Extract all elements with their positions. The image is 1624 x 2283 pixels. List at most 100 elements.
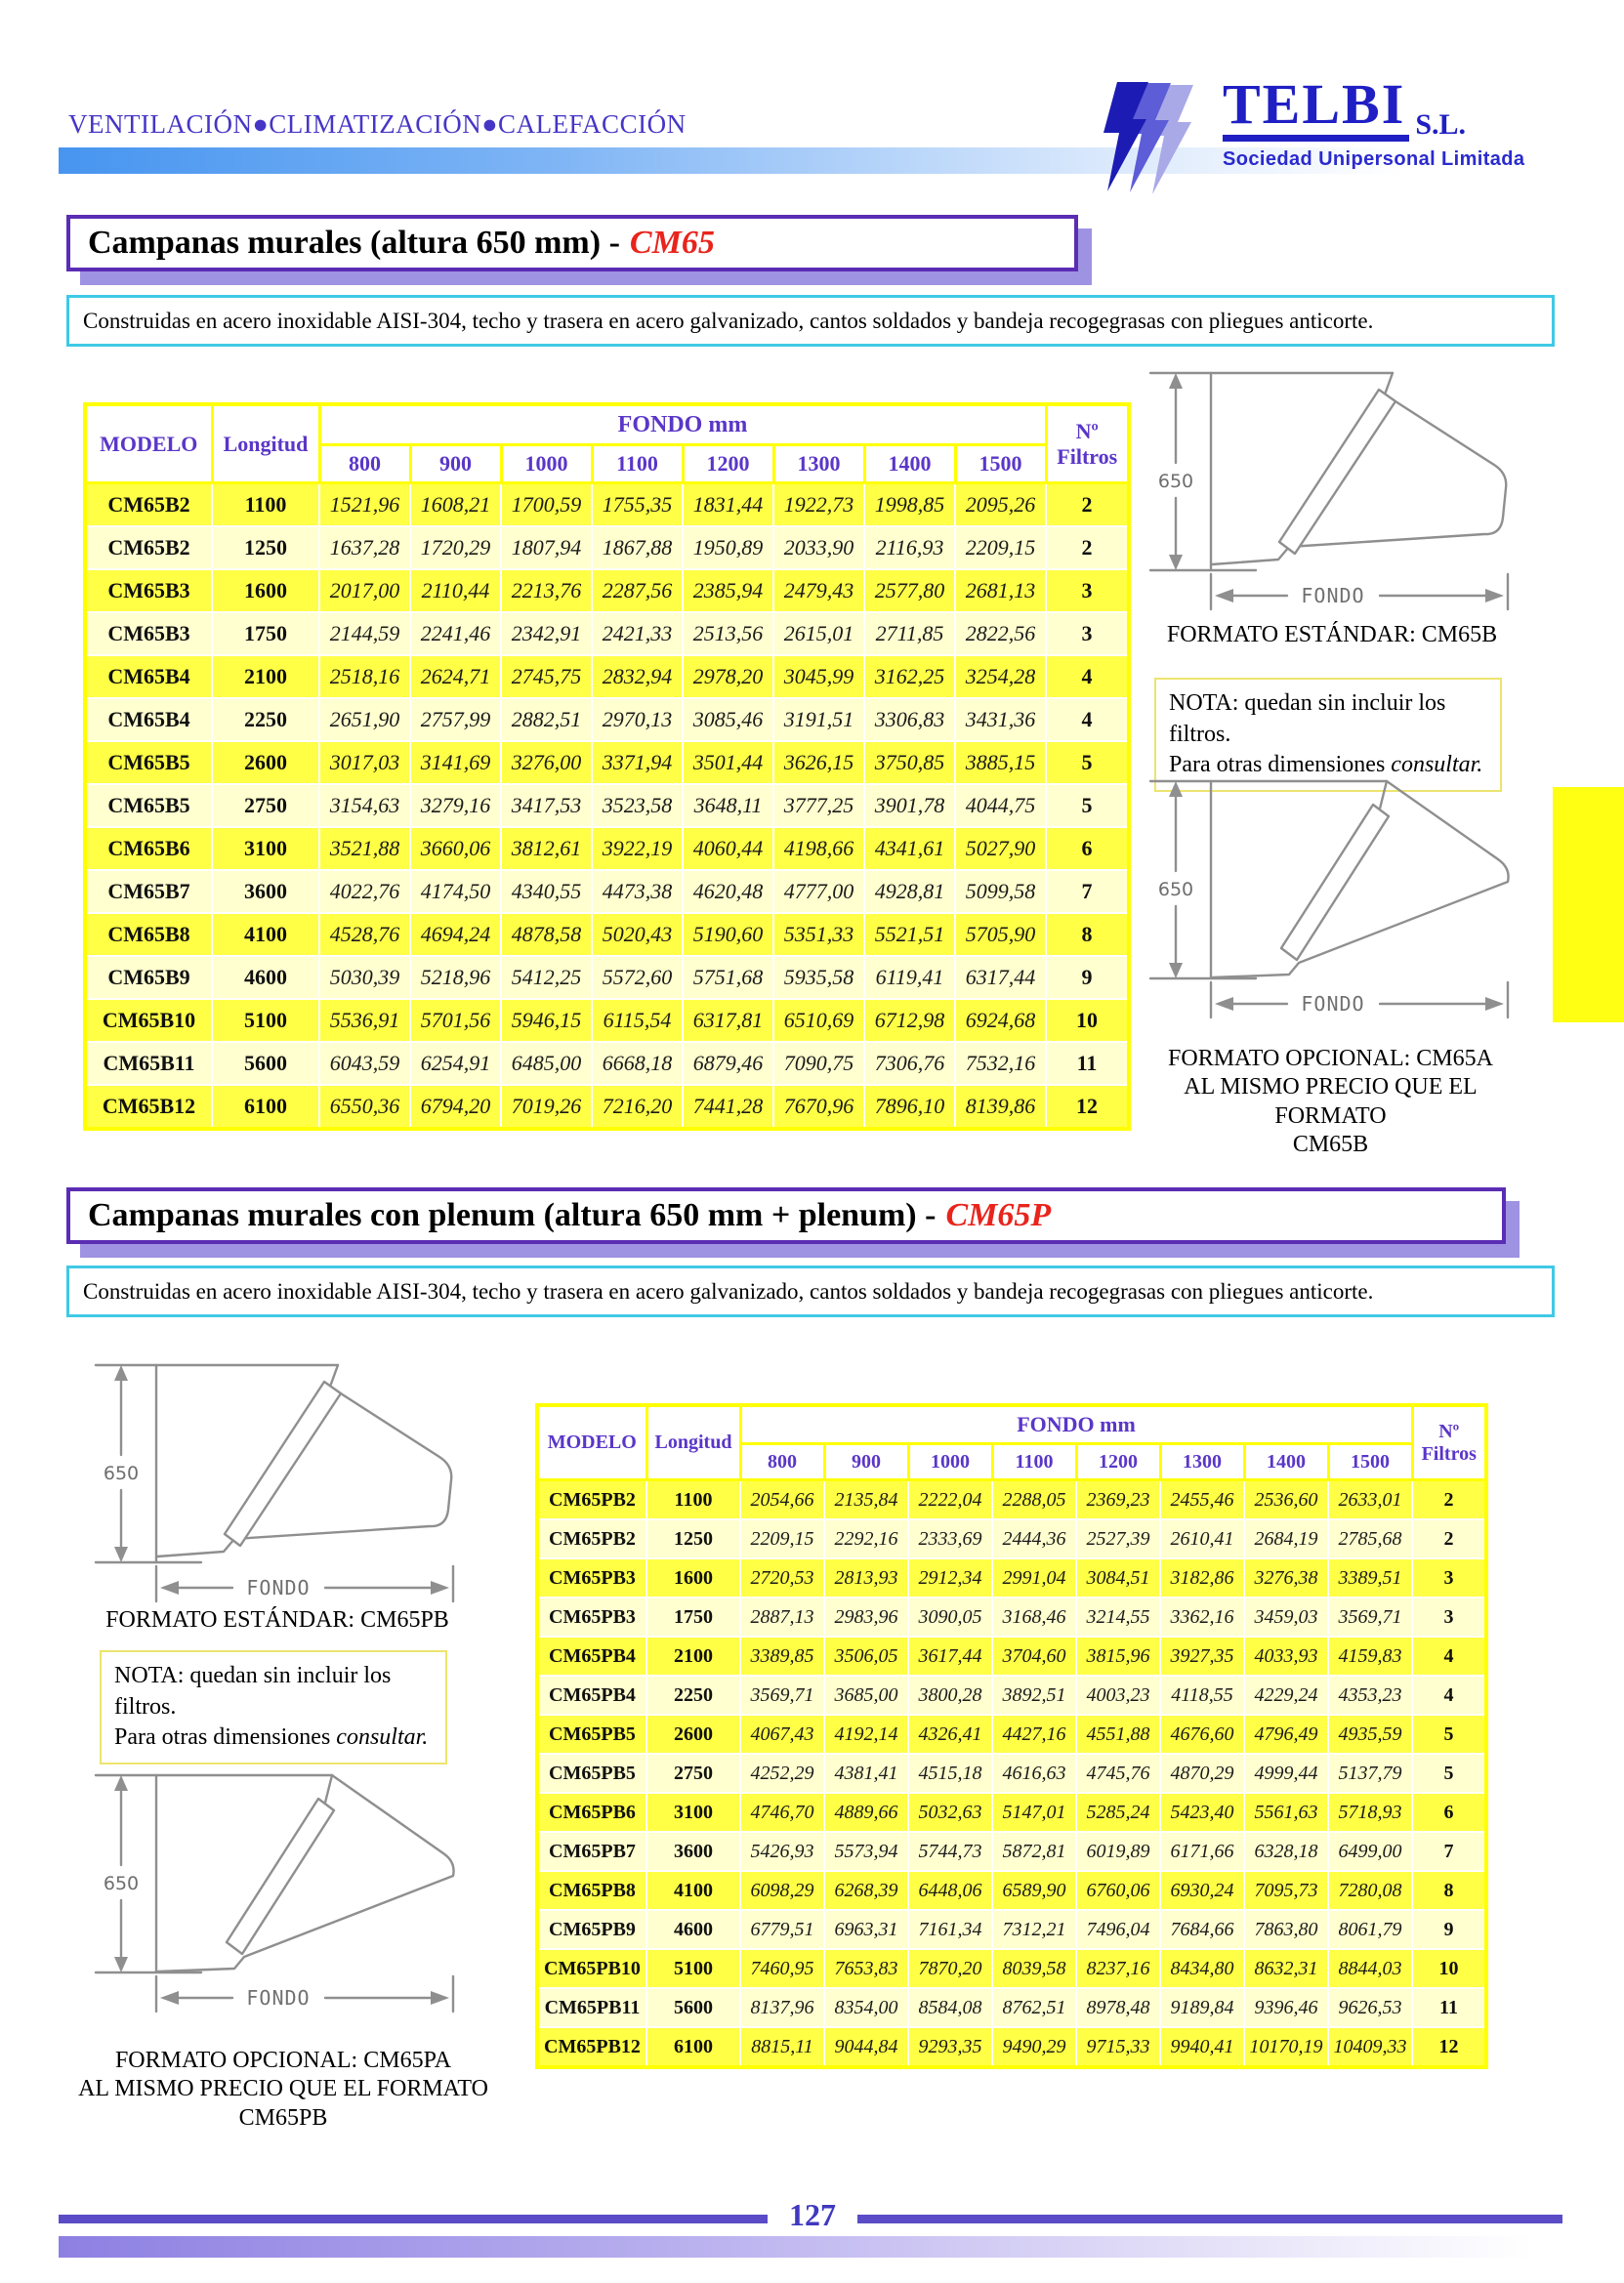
price-cell: 3800,28 [907,1675,993,1716]
price-cell: 1700,59 [500,481,593,527]
price-cell: 6317,81 [682,998,774,1043]
filtros-cell: 5 [1411,1714,1487,1755]
price-cell: 9940,41 [1159,2026,1245,2068]
price-cell: 6589,90 [991,1870,1077,1911]
price-cell: 8061,79 [1327,1909,1413,1950]
longitud-cell: 5600 [645,1987,741,2028]
table-row: CM65PB3 1750 2887,13 2983,96 3090,05 3168,46 3… [536,1597,1487,1638]
price-cell: 7019,26 [500,1084,593,1130]
table-row: CM65PB5 2600 4067,43 4192,14 4326,41 4427,16 4… [536,1714,1487,1755]
depth-dimension-label: FONDO [1301,992,1364,1016]
filtros-cell: 8 [1411,1870,1487,1911]
price-cell: 7532,16 [954,1041,1047,1086]
price-cell: 4341,61 [863,826,956,871]
price-cell: 2887,13 [739,1597,825,1638]
price-cell: 5426,93 [739,1831,825,1872]
price-cell: 10409,33 [1327,2026,1413,2068]
price-cell: 5218,96 [409,955,502,1000]
filtros-cell: 3 [1411,1597,1487,1638]
section2-title-code: CM65P [945,1197,1052,1233]
col-header-fondo-value: 900 [408,443,503,484]
optional-caption-line2: AL MISMO PRECIO QUE EL FORMATO CM65PB [78,2076,488,2131]
model-cell: CM65PB3 [536,1557,647,1598]
table-row: CM65PB8 4100 6098,29 6268,39 6448,06 6589,90 6… [536,1870,1487,1911]
price-cell: 6448,06 [907,1870,993,1911]
price-cell: 3685,00 [823,1675,909,1716]
section2-description-text: Construidas en acero inoxidable AISI-304… [83,1278,1374,1304]
price-cell: 6879,46 [682,1041,774,1086]
price-cell: 2054,66 [739,1478,825,1520]
longitud-cell: 4600 [211,955,320,1000]
price-cell: 2444,36 [991,1518,1077,1559]
price-cell: 3617,44 [907,1636,993,1677]
price-cell: 6317,44 [954,955,1047,1000]
col-header-modelo: MODELO [535,1403,648,1481]
logo-name: TELBI [1223,76,1410,142]
model-cell: CM65B6 [84,826,213,871]
col-header-fondo-value: 1200 [681,443,775,484]
logo-subtitle: Sociedad Unipersonal Limitada [1223,148,1525,170]
model-cell: CM65PB4 [536,1675,647,1716]
table-row: CM65B3 1750 2144,59 2241,46 2342,91 2421,33 25… [84,611,1130,656]
price-cell: 1720,29 [409,525,502,570]
price-cell: 9626,53 [1327,1987,1413,2028]
price-cell: 2757,99 [409,697,502,742]
price-cell: 3045,99 [772,654,865,699]
price-cell: 4676,60 [1159,1714,1245,1755]
price-cell: 2970,13 [591,697,684,742]
price-cell: 3521,88 [318,826,411,871]
table-row: CM65B6 3100 3521,88 3660,06 3812,61 3922,19 40… [84,826,1130,871]
price-cell: 3704,60 [991,1636,1077,1677]
price-cell: 2479,43 [772,568,865,613]
price-cell: 6712,98 [863,998,956,1043]
filtros-cell: 6 [1045,826,1130,871]
filtros-cell: 6 [1411,1792,1487,1833]
price-cell: 6485,00 [500,1041,593,1086]
price-cell: 7095,73 [1243,1870,1329,1911]
model-cell: CM65PB8 [536,1870,647,1911]
filtros-cell: 9 [1045,955,1130,1000]
col-header-fondo-value: 1200 [1074,1442,1162,1481]
price-cell: 5521,51 [863,912,956,957]
price-cell: 7670,96 [772,1084,865,1130]
price-cell: 3431,36 [954,697,1047,742]
price-cell: 7441,28 [682,1084,774,1130]
price-cell: 7090,75 [772,1041,865,1086]
filtros-cell: 2 [1411,1478,1487,1520]
longitud-cell: 3600 [211,869,320,914]
price-cell: 4326,41 [907,1714,993,1755]
table-row: CM65B5 2750 3154,63 3279,16 3417,53 3523,58 36… [84,783,1130,828]
col-header-fondo-value: 1100 [590,443,685,484]
price-cell: 6098,29 [739,1870,825,1911]
model-cell: CM65B10 [84,998,213,1043]
filtros-cell: 2 [1411,1518,1487,1559]
price-cell: 3306,83 [863,697,956,742]
price-cell: 3276,00 [500,740,593,785]
price-cell: 2633,01 [1327,1478,1413,1520]
price-cell: 6043,59 [318,1041,411,1086]
price-cell: 5935,58 [772,955,865,1000]
table-row: CM65B9 4600 5030,39 5218,96 5412,25 5572,60 57… [84,955,1130,1000]
price-cell: 3927,35 [1159,1636,1245,1677]
company-logo: TELBI S.L. Sociedad Unipersonal Limitada [1223,76,1524,171]
price-cell: 5701,56 [409,998,502,1043]
price-cell: 6254,91 [409,1041,502,1086]
price-cell: 3084,51 [1075,1557,1161,1598]
price-cell: 3922,19 [591,826,684,871]
longitud-cell: 2750 [645,1753,741,1794]
model-cell: CM65B3 [84,611,213,656]
price-cell: 5561,63 [1243,1792,1329,1833]
table-row: CM65PB4 2250 3569,71 3685,00 3800,28 3892,51 4… [536,1675,1487,1716]
price-cell: 4033,93 [1243,1636,1329,1677]
model-cell: CM65B11 [84,1041,213,1086]
price-cell: 8434,80 [1159,1948,1245,1989]
footer-rule-right [857,2215,1562,2223]
longitud-cell: 1100 [645,1478,741,1520]
filtros-cell: 9 [1411,1909,1487,1950]
section1-title-code: CM65 [629,225,715,261]
table-row: CM65PB5 2750 4252,29 4381,41 4515,18 4616,63 4… [536,1753,1487,1794]
page-number: 127 [789,2197,836,2232]
price-cell: 4198,66 [772,826,865,871]
longitud-cell: 1750 [645,1597,741,1638]
table-row: CM65PB9 4600 6779,51 6963,31 7161,34 7312,21 7… [536,1909,1487,1950]
